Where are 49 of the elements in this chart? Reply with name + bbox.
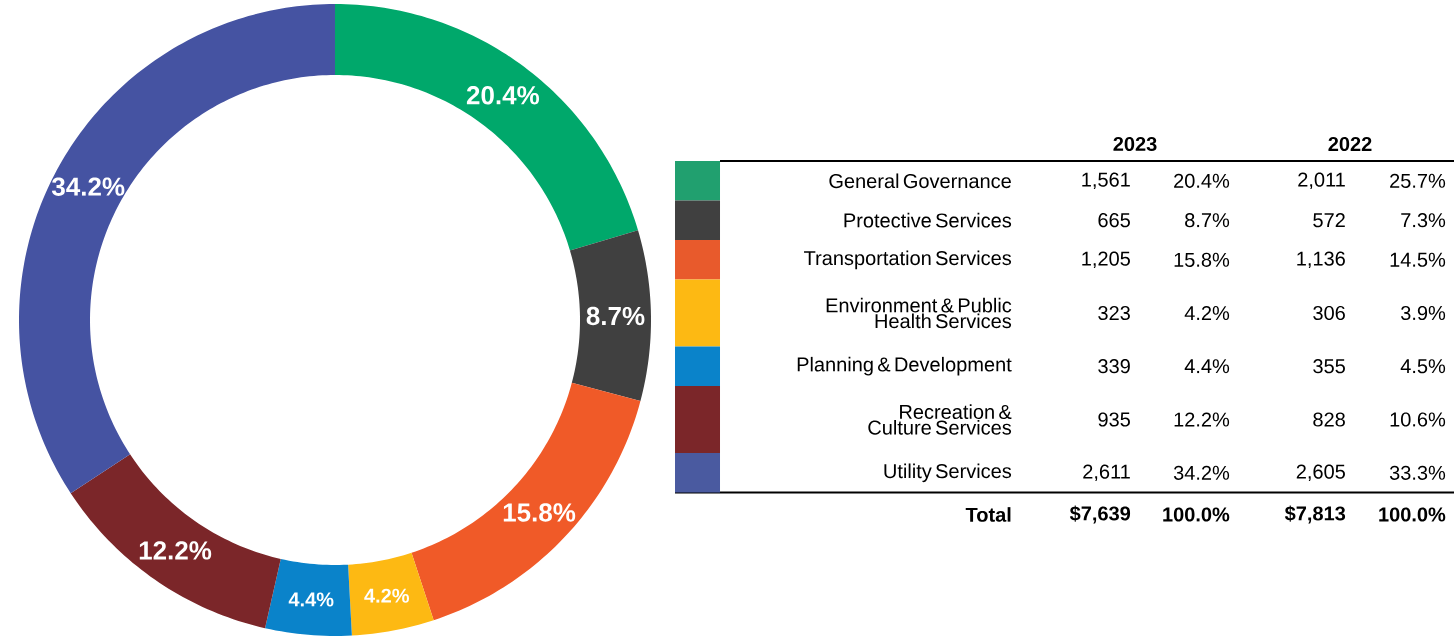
text: $7,813 xyxy=(1284,505,1346,524)
text: 10.6% xyxy=(1390,412,1446,427)
category-label: Environment & Public Health Services xyxy=(826,297,1012,329)
category-label: Transportation Services xyxy=(804,250,1012,270)
category-label: Recreation & Culture Services xyxy=(868,404,1012,435)
category-label: Protective Services xyxy=(844,212,1012,228)
text: 1,205 xyxy=(1082,251,1130,269)
text: 2,605 xyxy=(1296,464,1345,482)
data-label: 20.4% xyxy=(466,86,540,105)
text: Total xyxy=(965,507,1011,522)
text: 4.5% xyxy=(1400,359,1446,374)
data-label: 12.2% xyxy=(139,541,212,560)
text: 828 xyxy=(1313,412,1345,427)
text: 15.8% xyxy=(1174,252,1230,267)
text: 1,561 xyxy=(1082,172,1130,190)
data-label: 4.4% xyxy=(288,592,334,607)
data-label: 15.8% xyxy=(503,503,576,522)
text: 665 xyxy=(1098,213,1130,228)
category-label: Utility Services xyxy=(884,463,1012,483)
text: 572 xyxy=(1313,213,1345,228)
text: 4.2% xyxy=(1184,305,1230,321)
text: 2023 xyxy=(1113,136,1157,152)
category-label: General Governance xyxy=(829,173,1011,189)
text: 2,011 xyxy=(1298,172,1345,190)
text: 2,611 xyxy=(1083,464,1130,482)
text: 323 xyxy=(1098,305,1130,321)
text: 3.9% xyxy=(1400,305,1446,321)
data-label: 4.2% xyxy=(364,588,410,603)
text: 1,136 xyxy=(1297,251,1345,269)
text: 34.2% xyxy=(1173,465,1230,480)
text: 339 xyxy=(1098,359,1130,374)
text: 100.0% xyxy=(1163,507,1230,522)
text: 33.3% xyxy=(1389,465,1446,480)
data-label: 34.2% xyxy=(51,177,125,196)
text: 4.4% xyxy=(1184,359,1230,374)
text: $7,639 xyxy=(1069,505,1131,524)
text: 306 xyxy=(1313,305,1345,321)
text: 20.4% xyxy=(1174,173,1230,188)
text: 935 xyxy=(1098,412,1130,427)
text: 355 xyxy=(1313,359,1345,374)
text: 12.2% xyxy=(1174,412,1230,427)
text: 2022 xyxy=(1328,136,1372,152)
text: 14.5% xyxy=(1390,252,1446,267)
data-label: 8.7% xyxy=(586,306,645,326)
text: 7.3% xyxy=(1401,213,1446,228)
text: 100.0% xyxy=(1379,507,1446,522)
category-label: Planning & Development xyxy=(797,356,1012,376)
text: 25.7% xyxy=(1390,173,1446,188)
text: 8.7% xyxy=(1185,213,1230,228)
